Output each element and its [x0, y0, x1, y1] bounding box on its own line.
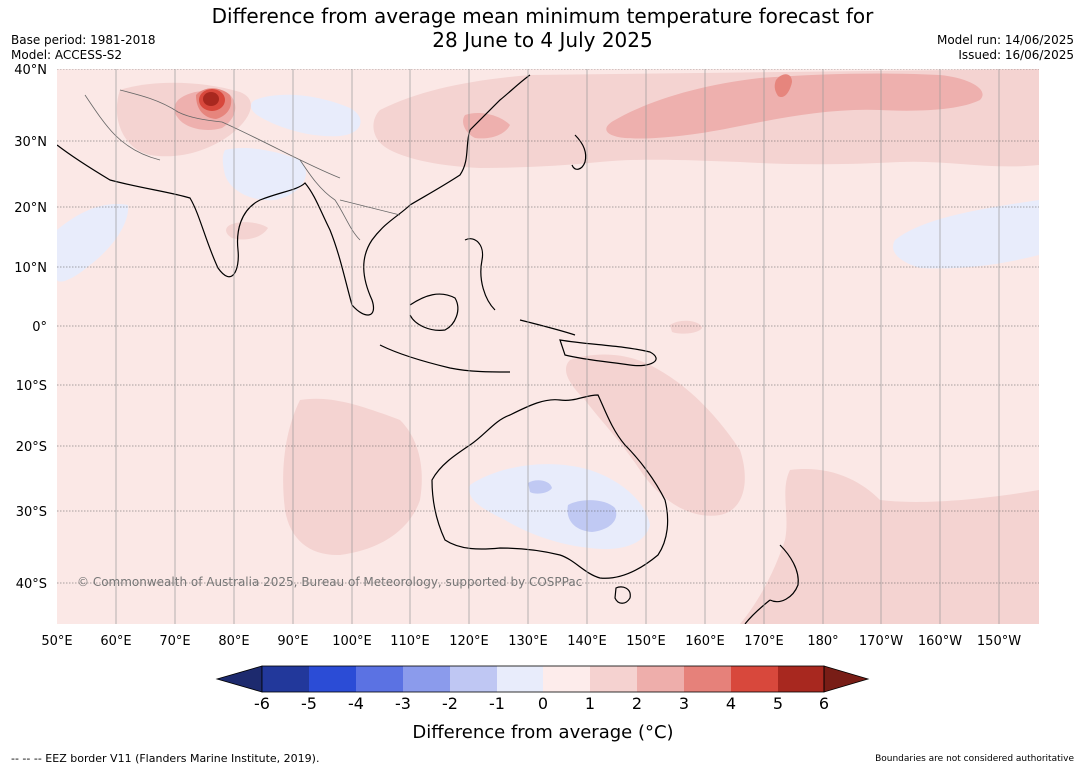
colorbar-tick: -6: [254, 694, 270, 713]
colorbar-segment: [403, 666, 450, 692]
colorbar-tick: 3: [679, 694, 689, 713]
longitude-labels: 50°E 60°E 70°E 80°E 90°E 100°E 110°E 120…: [41, 634, 1021, 649]
lat-label: 40°S: [16, 577, 47, 592]
title-line-1: Difference from average mean minimum tem…: [211, 4, 874, 28]
colorbar-segment: [778, 666, 824, 692]
colorbar-over-arrow: [823, 665, 870, 693]
lon-label: 150°W: [977, 634, 1021, 649]
colorbar-outline: [261, 665, 825, 693]
lon-label: 180°: [807, 634, 838, 649]
colorbar-tick: 6: [819, 694, 829, 713]
lon-label: 100°E: [332, 634, 372, 649]
colorbar-segment: [637, 666, 684, 692]
colorbar-segment: [684, 666, 731, 692]
coastlines: [57, 74, 799, 624]
lon-label: 150°E: [626, 634, 666, 649]
colorbar-segment: [543, 666, 590, 692]
eez-border-note: -- -- -- EEZ border V11 (Flanders Marine…: [11, 752, 320, 765]
map-area: © Commonwealth of Australia 2025, Bureau…: [57, 69, 1039, 624]
lat-label: 30°S: [16, 505, 47, 520]
lon-label: 120°E: [449, 634, 489, 649]
lon-label: 170°E: [744, 634, 784, 649]
lon-label: 70°E: [159, 634, 190, 649]
lon-label: 160°W: [918, 634, 962, 649]
lon-label: 130°E: [508, 634, 548, 649]
lat-label: 20°N: [14, 201, 47, 216]
colorbar-segment: [262, 666, 309, 692]
meta-left: Base period: 1981-2018 Model: ACCESS-S2: [11, 33, 156, 63]
title-line-2: 28 June to 4 July 2025: [432, 28, 653, 52]
colorbar-tick: -5: [301, 694, 317, 713]
lat-label: 10°N: [14, 261, 47, 276]
lon-label: 50°E: [41, 634, 72, 649]
colorbar-tick: -3: [395, 694, 411, 713]
lat-label: 30°N: [14, 135, 47, 150]
colorbar-segment: [450, 666, 497, 692]
map-title: Difference from average mean minimum tem…: [0, 4, 1085, 52]
lon-label: 140°E: [567, 634, 607, 649]
lat-label: 10°S: [16, 379, 47, 394]
lat-label: 0°: [32, 320, 47, 335]
base-period: Base period: 1981-2018: [11, 33, 156, 47]
colorbar-tick: -1: [489, 694, 505, 713]
lon-label: 90°E: [277, 634, 308, 649]
anomaly-5-to-6-hotspot: [199, 89, 225, 111]
colorbar-under-arrow: [215, 665, 263, 693]
model-run: Model run: 14/06/2025: [936, 33, 1074, 47]
colorbar-tick: -2: [442, 694, 458, 713]
lon-label: 60°E: [100, 634, 131, 649]
colorbar-tick: 0: [538, 694, 548, 713]
anomaly-minus-1-to-minus-2-regions: [528, 480, 617, 532]
colorbar-ticks: -6 -5 -4 -3 -2 -1 0 1 2 3 4 5 6: [254, 694, 829, 713]
colorbar-tick: 4: [726, 694, 736, 713]
boundaries-disclaimer: Boundaries are not considered authoritat…: [875, 754, 1074, 764]
colorbar-segment: [731, 666, 778, 692]
colorbar-tick: 2: [632, 694, 642, 713]
colorbar-segment: [590, 666, 637, 692]
colorbar-segment: [309, 666, 356, 692]
lat-label: 40°N: [14, 63, 47, 78]
copyright-notice: © Commonwealth of Australia 2025, Bureau…: [77, 575, 582, 589]
lat-label: 20°S: [16, 440, 47, 455]
colorbar-segments: [262, 666, 824, 692]
colorbar-tick: -4: [348, 694, 364, 713]
meta-right: Model run: 14/06/2025 Issued: 16/06/2025: [937, 33, 1074, 63]
lon-label: 110°E: [390, 634, 430, 649]
lon-label: 80°E: [218, 634, 249, 649]
issued-date: Issued: 16/06/2025: [958, 48, 1074, 62]
colorbar: -6 -5 -4 -3 -2 -1 0 1 2 3 4 5 6 Differen…: [215, 665, 870, 743]
graticule-longitude: [115, 69, 1000, 624]
model-name: Model: ACCESS-S2: [11, 48, 123, 62]
lon-label: 170°W: [859, 634, 903, 649]
colorbar-tick: 5: [773, 694, 783, 713]
latitude-labels: 40°N 30°N 20°N 10°N 0° 10°S 20°S 30°S 40…: [14, 63, 47, 592]
colorbar-tick: 1: [585, 694, 595, 713]
colorbar-segment: [497, 666, 543, 692]
colorbar-title: Difference from average (°C): [412, 722, 673, 743]
lon-label: 160°E: [685, 634, 725, 649]
colorbar-segment: [356, 666, 403, 692]
